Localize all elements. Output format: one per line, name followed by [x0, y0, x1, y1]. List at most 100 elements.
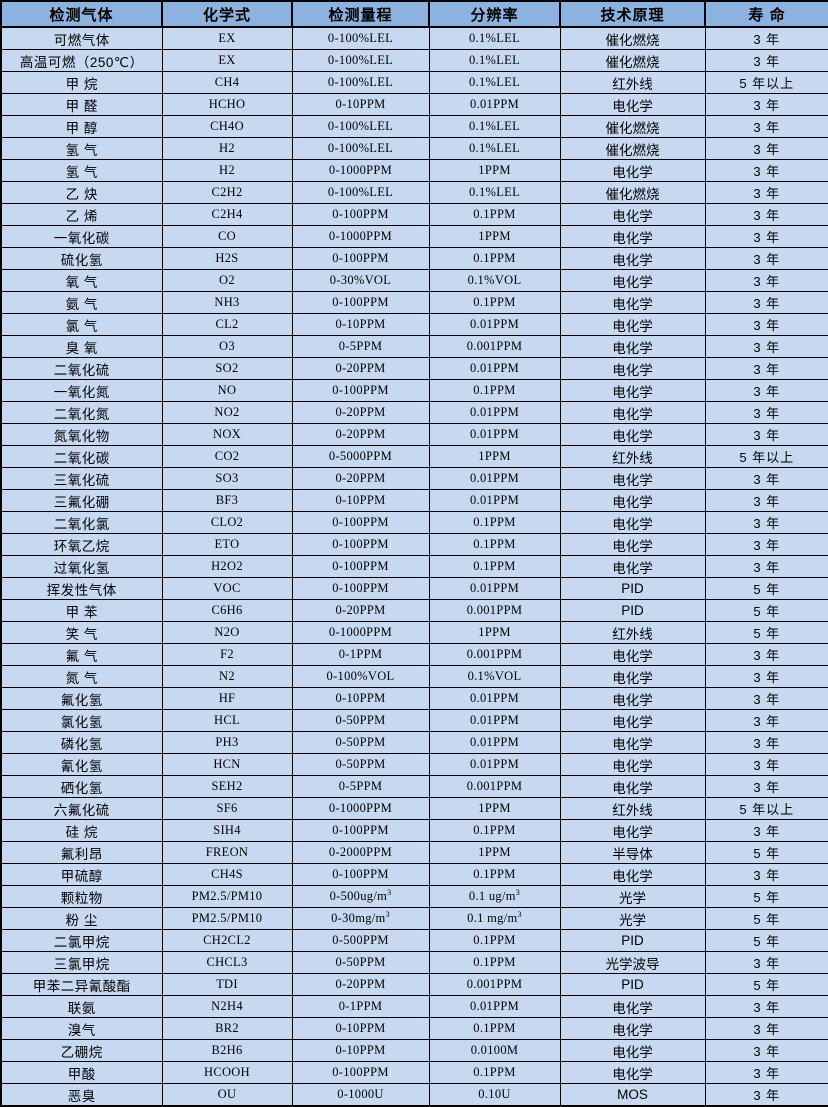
- cell-lifespan: 3 年: [704, 93, 828, 116]
- table-row: 溴气 BR2 0-10PPM 0.1PPM 电化学 3 年: [0, 1017, 828, 1040]
- cell-range: 0-100%LEL: [291, 181, 430, 204]
- cell-resolution: 0.01PPM: [428, 423, 561, 446]
- cell-technology: PID: [559, 577, 706, 600]
- cell-lifespan: 3 年: [704, 313, 828, 336]
- cell-lifespan: 3 年: [704, 643, 828, 666]
- cell-resolution: 1PPM: [428, 841, 561, 864]
- cell-range: 0-20PPM: [291, 599, 430, 622]
- table-row: 硒化氢 SEH2 0-5PPM 0.001PPM 电化学 3 年: [0, 775, 828, 798]
- cell-resolution: 0.1PPM: [428, 951, 561, 974]
- cell-technology: 电化学: [559, 1061, 706, 1084]
- cell-resolution: 0.0100M: [428, 1039, 561, 1062]
- cell-technology: 电化学: [559, 401, 706, 424]
- cell-formula: H2S: [161, 247, 293, 270]
- cell-gas: 甲 苯: [0, 599, 163, 622]
- cell-lifespan: 3 年: [704, 489, 828, 512]
- cell-lifespan: 3 年: [704, 1083, 828, 1107]
- cell-technology: 电化学: [559, 863, 706, 886]
- cell-resolution: 0.001PPM: [428, 973, 561, 996]
- table-row: 甲 醇 CH4O 0-100%LEL 0.1%LEL 催化燃烧 3 年: [0, 115, 828, 138]
- column-header-technology: 技术原理: [559, 0, 706, 28]
- table-row: 甲 醛 HCHO 0-10PPM 0.01PPM 电化学 3 年: [0, 93, 828, 116]
- cell-technology: 光学: [559, 907, 706, 930]
- cell-range: 0-100PPM: [291, 555, 430, 578]
- cell-formula: CH4O: [161, 115, 293, 138]
- cell-gas: 甲苯二异氰酸酯: [0, 973, 163, 996]
- cell-lifespan: 3 年: [704, 1061, 828, 1084]
- cell-resolution: 0.1PPM: [428, 1017, 561, 1040]
- cell-technology: PID: [559, 973, 706, 996]
- cell-formula: CHCL3: [161, 951, 293, 974]
- cell-lifespan: 3 年: [704, 665, 828, 688]
- table-row: 氯化氢 HCL 0-50PPM 0.01PPM 电化学 3 年: [0, 709, 828, 732]
- cell-formula: F2: [161, 643, 293, 666]
- cell-gas: 恶臭: [0, 1083, 163, 1107]
- cell-resolution: 1PPM: [428, 159, 561, 182]
- cell-range: 0-50PPM: [291, 951, 430, 974]
- cell-range: 0-100PPM: [291, 291, 430, 314]
- cell-gas: 氟利昂: [0, 841, 163, 864]
- cell-lifespan: 3 年: [704, 511, 828, 534]
- cell-lifespan: 3 年: [704, 291, 828, 314]
- table-row: 氢 气 H2 0-1000PPM 1PPM 电化学 3 年: [0, 159, 828, 182]
- cell-technology: 电化学: [559, 269, 706, 292]
- cell-technology: 电化学: [559, 753, 706, 776]
- cell-technology: 红外线: [559, 621, 706, 644]
- cell-formula: SO3: [161, 467, 293, 490]
- cell-formula: CH4S: [161, 863, 293, 886]
- table-row: 二氧化氮 NO2 0-20PPM 0.01PPM 电化学 3 年: [0, 401, 828, 424]
- cell-lifespan: 5 年: [704, 885, 828, 908]
- cell-resolution: 0.1PPM: [428, 1061, 561, 1084]
- table-row: 恶臭 OU 0-1000U 0.10U MOS 3 年: [0, 1083, 828, 1107]
- cell-lifespan: 5 年以上: [704, 797, 828, 820]
- cell-lifespan: 3 年: [704, 863, 828, 886]
- cell-range: 0-5000PPM: [291, 445, 430, 468]
- cell-range: 0-20PPM: [291, 467, 430, 490]
- cell-technology: 电化学: [559, 687, 706, 710]
- cell-formula: O3: [161, 335, 293, 358]
- cell-resolution: 0.1PPM: [428, 379, 561, 402]
- cell-formula: H2: [161, 159, 293, 182]
- cell-gas: 粉 尘: [0, 907, 163, 930]
- cell-gas: 氟 气: [0, 643, 163, 666]
- cell-range: 0-100PPM: [291, 203, 430, 226]
- cell-range: 0-1000PPM: [291, 225, 430, 248]
- cell-technology: 光学波导: [559, 951, 706, 974]
- cell-range: 0-100%LEL: [291, 137, 430, 160]
- cell-range: 0-1000PPM: [291, 797, 430, 820]
- cell-technology: 电化学: [559, 1017, 706, 1040]
- cell-resolution: 0.1PPM: [428, 555, 561, 578]
- cell-gas: 溴气: [0, 1017, 163, 1040]
- table-row: 高温可燃（250℃） EX 0-100%LEL 0.1%LEL 催化燃烧 3 年: [0, 49, 828, 72]
- cell-formula: FREON: [161, 841, 293, 864]
- cell-resolution: 0.1%LEL: [428, 26, 561, 50]
- cell-resolution: 0.001PPM: [428, 643, 561, 666]
- cell-gas: 一氧化氮: [0, 379, 163, 402]
- cell-formula: C6H6: [161, 599, 293, 622]
- table-row: 磷化氢 PH3 0-50PPM 0.01PPM 电化学 3 年: [0, 731, 828, 754]
- table-row: 二氧化氯 CLO2 0-100PPM 0.1PPM 电化学 3 年: [0, 511, 828, 534]
- cell-range: 0-100%LEL: [291, 26, 430, 50]
- cell-formula: N2: [161, 665, 293, 688]
- cell-technology: 催化燃烧: [559, 49, 706, 72]
- cell-formula: NH3: [161, 291, 293, 314]
- cell-technology: PID: [559, 599, 706, 622]
- table-row: 氰化氢 HCN 0-50PPM 0.01PPM 电化学 3 年: [0, 753, 828, 776]
- cell-lifespan: 3 年: [704, 335, 828, 358]
- table-row: 一氧化氮 NO 0-100PPM 0.1PPM 电化学 3 年: [0, 379, 828, 402]
- cell-range: 0-1000U: [291, 1083, 430, 1107]
- table-row: 颗粒物 PM2.5/PM10 0-500ug/m3 0.1 ug/m3 光学 5 年: [0, 885, 828, 908]
- cell-formula: HCOOH: [161, 1061, 293, 1084]
- cell-technology: 电化学: [559, 357, 706, 380]
- table-row: 氧 气 O2 0-30%VOL 0.1%VOL 电化学 3 年: [0, 269, 828, 292]
- cell-formula: HCN: [161, 753, 293, 776]
- cell-gas: 乙硼烷: [0, 1039, 163, 1062]
- column-header-resolution: 分辨率: [428, 0, 561, 28]
- cell-range: 0-10PPM: [291, 1017, 430, 1040]
- cell-resolution: 0.1%LEL: [428, 181, 561, 204]
- cell-lifespan: 3 年: [704, 401, 828, 424]
- cell-resolution: 0.01PPM: [428, 731, 561, 754]
- cell-technology: 电化学: [559, 423, 706, 446]
- cell-lifespan: 5 年: [704, 973, 828, 996]
- cell-technology: 电化学: [559, 335, 706, 358]
